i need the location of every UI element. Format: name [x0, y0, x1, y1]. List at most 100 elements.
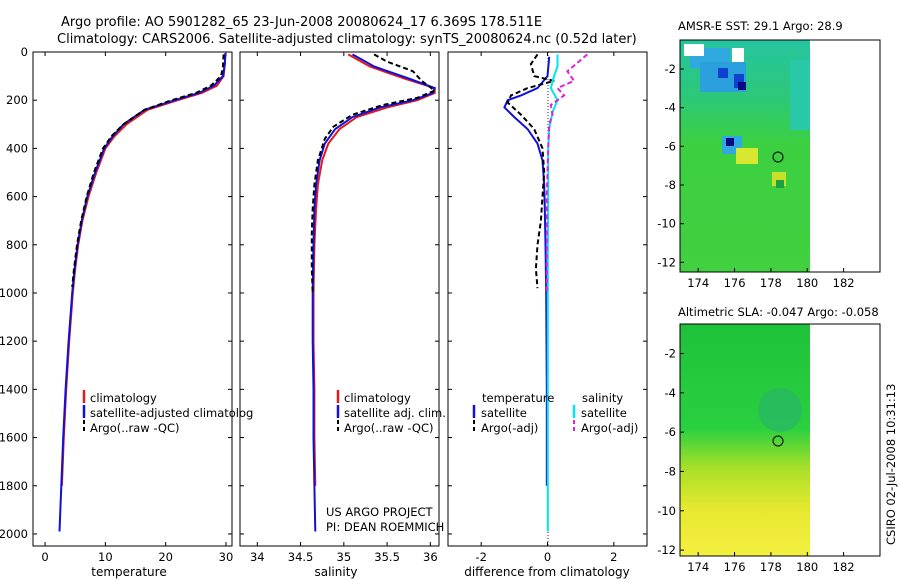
- y-tick-label: 600: [6, 190, 28, 204]
- legend-diff-sal-argo: Argo(-adj): [581, 421, 638, 435]
- salinity-axes-frame: [239, 51, 440, 547]
- map-y-tick-label: -6: [665, 139, 676, 153]
- sla-map-patch: [758, 388, 802, 432]
- x-tick-label: 34: [250, 550, 265, 564]
- x-tick-label: 10: [98, 550, 113, 564]
- header-line2: Climatology: CARS2006. Satellite-adjuste…: [57, 32, 637, 47]
- sla-map-ticks: 174 176 178 180 182 -2 -4 -6 -8 -10 -12: [657, 346, 854, 574]
- sst-map-frame: [679, 39, 881, 273]
- sst-map-patches: [684, 44, 810, 188]
- difference-xlabel: difference from climatology: [464, 565, 630, 579]
- map-x-tick-label: 178: [760, 560, 782, 574]
- y-tick-label: 0: [21, 45, 28, 59]
- y-tick-label: 1000: [0, 286, 28, 300]
- x-tick-label: 0: [41, 550, 48, 564]
- salinity-legend: climatology satellite adj. clim. Argo(..…: [336, 390, 446, 435]
- y-tick-label: 1800: [0, 479, 28, 493]
- salinity-panel: 34 34.5 35 35.5 36 salinity climatology sate…: [239, 51, 446, 579]
- map-y-tick-label: -10: [657, 217, 676, 231]
- temperature-legend: climatology satellite-adjusted climatolo…: [82, 390, 253, 435]
- y-tick-label: 1200: [0, 334, 28, 348]
- map-y-tick-label: -2: [665, 62, 676, 76]
- sla-map-panel: Altimetric SLA: -0.047 Argo: -0.058 174 1…: [657, 305, 881, 574]
- map-y-tick-label: -4: [665, 386, 676, 400]
- legend-header-temperature: temperature: [482, 391, 554, 405]
- series-line-argo-raw-qc-: [71, 54, 225, 288]
- x-tick-label: 2: [610, 550, 617, 564]
- header-line1: Argo profile: AO 5901282_65 23-Jun-2008 …: [61, 15, 542, 30]
- map-x-tick-label: 182: [833, 560, 855, 574]
- map-x-tick-label: 176: [724, 276, 746, 290]
- map-y-tick-label: -6: [665, 425, 676, 439]
- difference-legend: temperature salinity satellite Argo(-adj…: [472, 391, 638, 435]
- y-tick-label: 1600: [0, 431, 28, 445]
- sst-map-land-blank: [810, 40, 880, 272]
- project-note-line1: US ARGO PROJECT: [326, 505, 434, 519]
- series-line-argo-raw-qc-: [310, 53, 437, 294]
- temperature-axes-frame: [32, 51, 233, 547]
- map-x-tick-label: 180: [796, 276, 818, 290]
- side-timestamp: CSIRO 02-Jul-2008 10:31:13: [884, 384, 898, 545]
- map-x-tick-label: 176: [724, 560, 746, 574]
- temperature-panel: 0 10 20 30 0 200 400 600 800 1000 1200 1400 1600 1800…: [0, 45, 253, 579]
- legend-diff-temp-satellite: satellite: [481, 406, 527, 420]
- legend-diff-sal-satellite: satellite: [581, 406, 627, 420]
- temperature-xlabel: temperature: [91, 565, 166, 579]
- legend-argo: Argo(..raw -QC): [90, 421, 180, 435]
- sst-map-panel: AMSR-E SST: 29.1 Argo: 28.9 174 176 178 180…: [657, 19, 881, 290]
- x-tick-label: -2: [475, 550, 486, 564]
- y-tick-label: 800: [6, 238, 28, 252]
- legend-diff-temp-argo: Argo(-adj): [481, 421, 538, 435]
- map-y-tick-label: -8: [665, 178, 676, 192]
- map-x-tick-label: 178: [760, 276, 782, 290]
- project-note-line2: PI: DEAN ROEMMICH: [326, 520, 444, 534]
- sst-map-ticks: 174 176 178 180 182 -2 -4 -6 -8 -10 -12: [657, 62, 854, 290]
- map-y-tick-label: -12: [657, 543, 676, 557]
- sla-map-title: Altimetric SLA: -0.047 Argo: -0.058: [678, 305, 879, 319]
- difference-panel: -2 0 2 difference from climatology tempera…: [447, 51, 648, 579]
- legend-satellite-adjusted: satellite-adjusted climatolog: [90, 406, 253, 420]
- series-line-salinity-argo-adj-: [545, 53, 588, 293]
- map-x-tick-label: 182: [833, 276, 855, 290]
- x-tick-label: 30: [219, 550, 234, 564]
- y-tick-label: 1400: [0, 382, 28, 396]
- sla-map-land-blank: [810, 324, 880, 556]
- legend-climatology: climatology: [90, 391, 157, 405]
- x-tick-label: 34.5: [288, 550, 314, 564]
- legend-sal-satellite: satellite adj. clim.: [344, 406, 446, 420]
- map-y-tick-label: -2: [665, 346, 676, 360]
- x-tick-label: 35: [337, 550, 352, 564]
- sla-map-frame: [679, 323, 881, 557]
- map-y-tick-label: -8: [665, 464, 676, 478]
- sla-map-field: [680, 324, 810, 556]
- temperature-lines: [58, 53, 227, 532]
- map-y-tick-label: -10: [657, 504, 676, 518]
- series-line-temperature-satellite: [503, 56, 551, 486]
- salinity-ticks: 34 34.5 35 35.5 36: [240, 51, 439, 564]
- salinity-xlabel: salinity: [314, 565, 357, 579]
- map-x-tick-label: 180: [796, 560, 818, 574]
- x-tick-label: 36: [423, 550, 438, 564]
- series-line-satellite-adj-clim-: [311, 53, 436, 532]
- difference-ticks: -2 0 2: [448, 51, 647, 564]
- map-x-tick-label: 174: [687, 560, 709, 574]
- map-x-tick-label: 174: [687, 276, 709, 290]
- sst-argo-marker: [772, 151, 784, 163]
- y-tick-label: 400: [6, 141, 28, 155]
- legend-sal-argo: Argo(..raw -QC): [344, 421, 434, 435]
- series-line-temperature-argo-adj-: [506, 53, 555, 289]
- legend-sal-climatology: climatology: [344, 391, 411, 405]
- legend-header-salinity: salinity: [582, 391, 623, 405]
- y-tick-label: 2000: [0, 527, 28, 541]
- map-y-tick-label: -4: [665, 101, 676, 115]
- series-line-salinity-satellite: [546, 54, 559, 532]
- x-tick-label: 0: [544, 550, 551, 564]
- sla-argo-marker: [772, 435, 784, 447]
- x-tick-label: 20: [158, 550, 173, 564]
- y-tick-label: 200: [6, 93, 28, 107]
- difference-lines: [503, 53, 588, 532]
- sst-map-title: AMSR-E SST: 29.1 Argo: 28.9: [678, 19, 843, 33]
- x-tick-label: 35.5: [374, 550, 400, 564]
- salinity-lines: [310, 53, 437, 532]
